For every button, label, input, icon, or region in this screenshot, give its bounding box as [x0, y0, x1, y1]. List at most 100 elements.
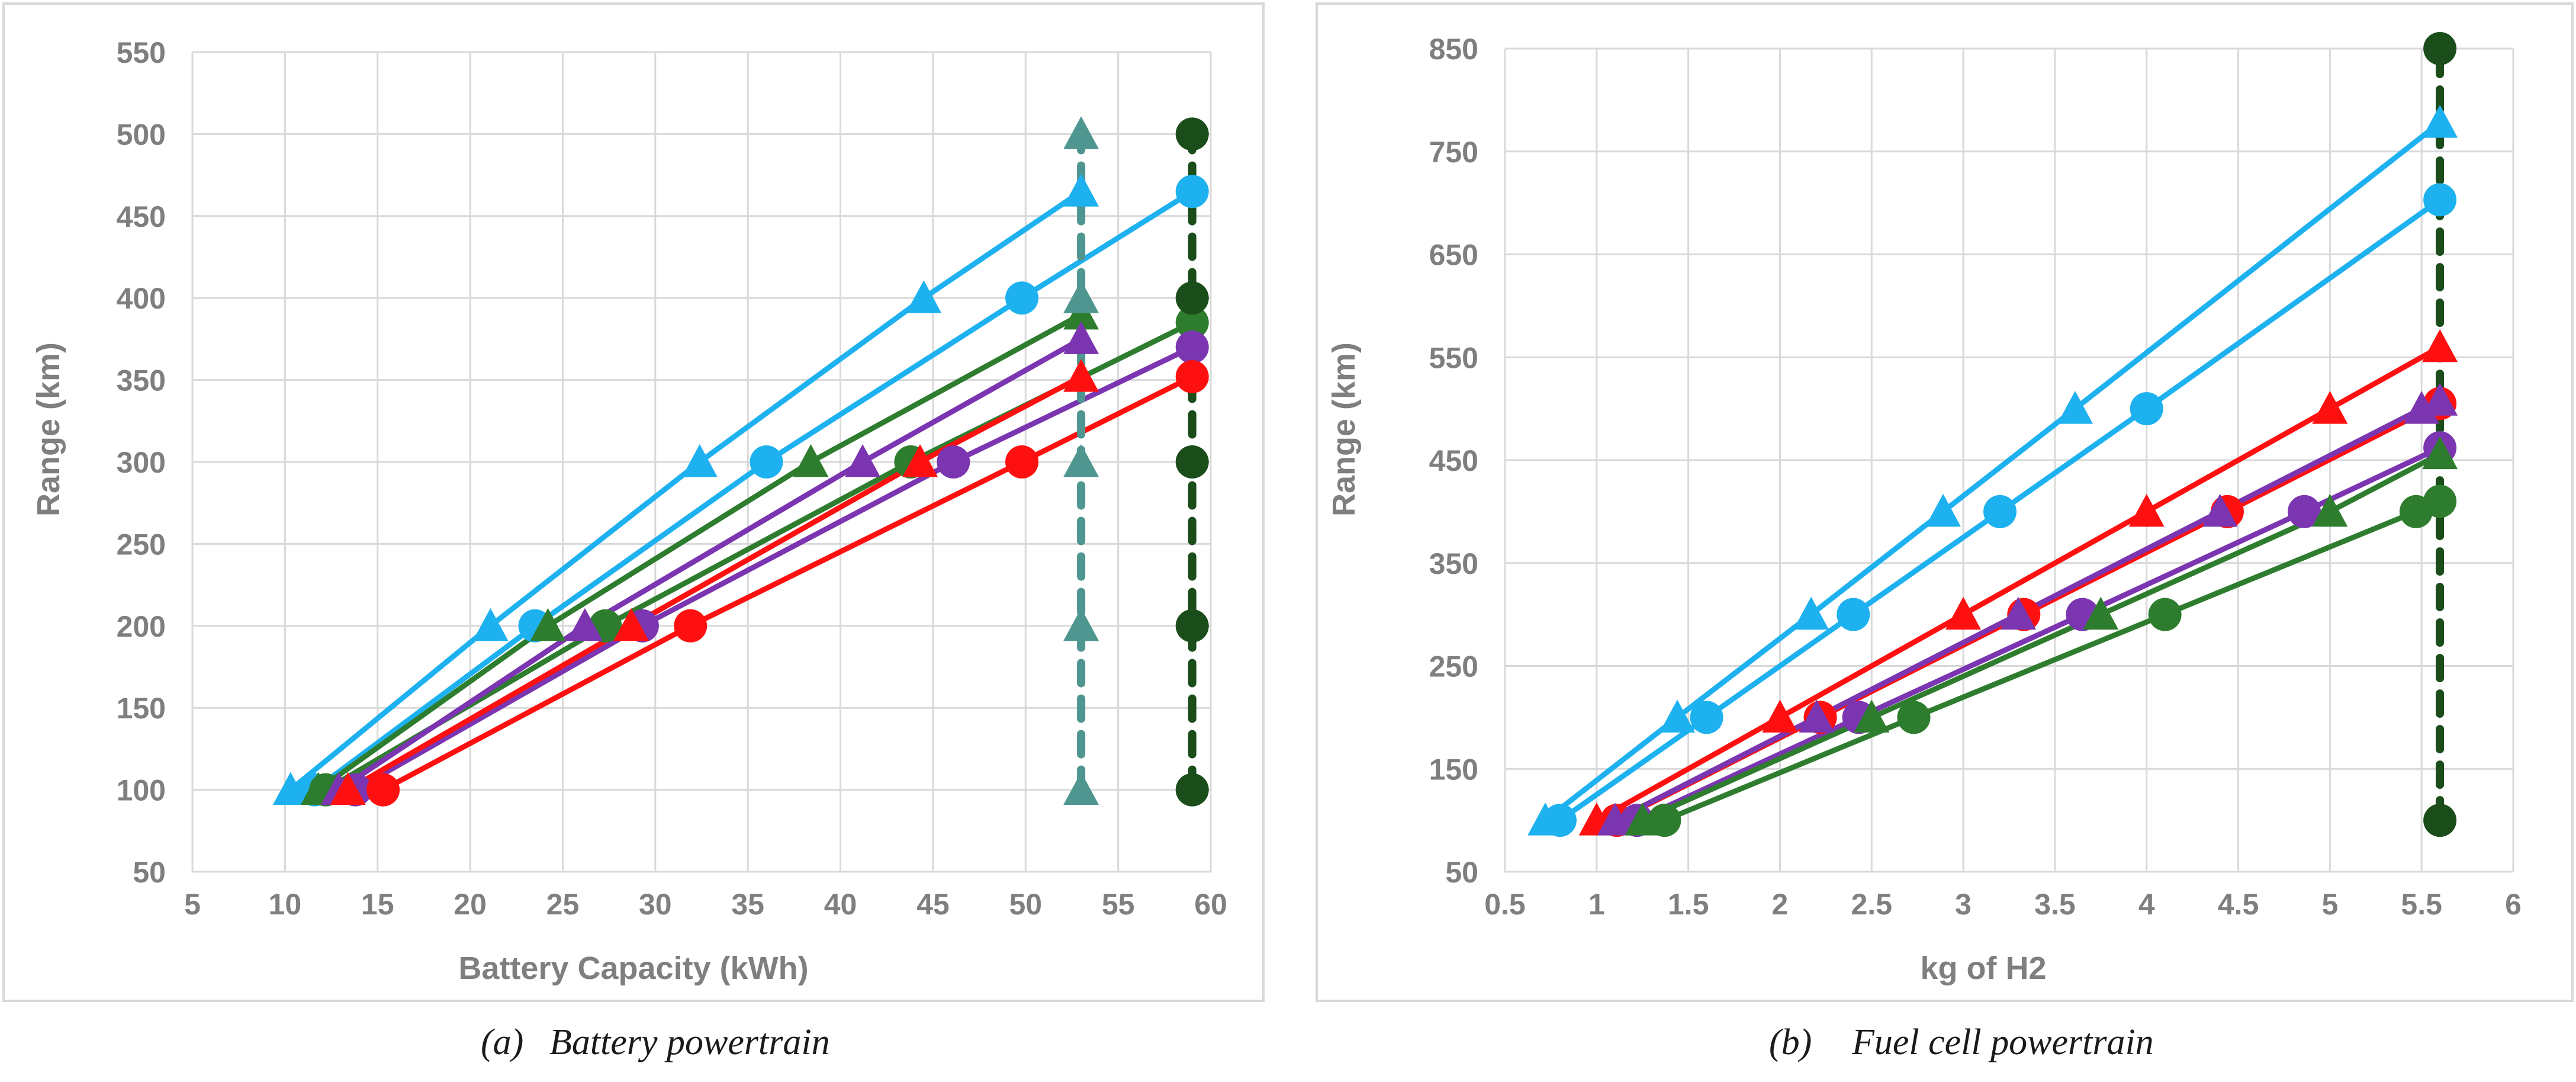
series-line-blue-triangle: [1542, 120, 2443, 823]
data-point-circle: [1005, 445, 1039, 479]
x-tick-label: 35: [731, 888, 764, 921]
y-tick-label: 650: [1429, 239, 1478, 272]
x-tick-label: 30: [639, 888, 672, 921]
data-point-triangle: [1854, 699, 1890, 733]
y-tick-label: 550: [117, 36, 166, 69]
data-point-triangle: [1925, 493, 1961, 527]
series-line-purple-circle: [352, 344, 1195, 793]
y-tick-label: 150: [117, 692, 166, 725]
data-point-circle: [1175, 609, 1209, 643]
y-tick-label: 250: [117, 528, 166, 561]
x-tick-label: 5: [2321, 888, 2338, 921]
data-point-triangle: [2000, 596, 2036, 630]
data-point-circle: [2148, 598, 2182, 631]
x-tick-label: 4.5: [2218, 888, 2259, 921]
series-markers-fuelcell: [1527, 32, 2458, 837]
x-tick-label: 0.5: [1484, 888, 1526, 921]
y-tick-label: 300: [117, 446, 166, 479]
data-point-circle: [1175, 117, 1209, 151]
data-point-triangle: [2422, 383, 2458, 416]
data-point-circle: [1543, 804, 1577, 837]
data-point-circle: [366, 773, 400, 807]
data-point-triangle: [1063, 359, 1099, 392]
data-point-triangle: [2404, 391, 2440, 424]
x-tick-label: 4: [2138, 888, 2155, 921]
y-tick-label: 450: [1429, 444, 1478, 477]
data-point-triangle: [567, 608, 603, 641]
data-point-triangle: [613, 608, 649, 641]
data-point-circle: [750, 445, 783, 479]
data-point-triangle: [1063, 174, 1099, 207]
data-point-triangle: [2128, 493, 2165, 527]
data-point-triangle: [845, 444, 881, 477]
x-tick-label: 25: [546, 888, 580, 921]
data-point-circle: [1837, 598, 1870, 631]
x-tick-label: 1.5: [1668, 888, 1709, 921]
x-tick-label: 60: [1194, 888, 1227, 921]
data-point-triangle: [1063, 321, 1099, 354]
data-point-circle: [2288, 495, 2321, 528]
data-point-triangle: [2422, 105, 2458, 138]
y-axis-title-fuelcell: Range (km): [1326, 342, 1362, 516]
caption-title-battery: Battery powertrain: [549, 1022, 830, 1062]
y-tick-label: 100: [117, 774, 166, 807]
data-point-triangle: [2312, 493, 2348, 527]
data-point-triangle: [2422, 329, 2458, 362]
y-tick-label: 500: [117, 118, 166, 151]
y-tick-label: 50: [1445, 856, 1478, 889]
x-tick-label: 3.5: [2034, 888, 2076, 921]
chart-panel-fuelcell: 0.5 1 1.5 2 2.5 3 3.5 4 4.5 5 5.5 65015025035045055…: [1316, 2, 2574, 1002]
chart-frame-battery: [2, 2, 1265, 1002]
data-point-circle: [1175, 330, 1209, 364]
data-point-triangle: [1063, 444, 1099, 477]
caption-label-fuelcell: (b): [1769, 1022, 1812, 1062]
data-point-circle: [2423, 484, 2457, 518]
y-tick-label: 850: [1429, 33, 1478, 66]
data-point-circle: [937, 445, 970, 479]
data-point-circle: [1175, 306, 1209, 339]
x-tick-label: 20: [454, 888, 487, 921]
data-point-triangle: [1793, 596, 1829, 630]
y-tick-label: 200: [117, 610, 166, 643]
x-tick-label: 55: [1102, 888, 1135, 921]
data-point-triangle: [1063, 772, 1099, 805]
data-point-circle: [1897, 701, 1931, 734]
x-tick-label: 40: [824, 888, 857, 921]
y-axis-title-battery: Range (km): [31, 342, 66, 516]
x-tick-label: 5: [184, 888, 201, 921]
data-point-circle: [1175, 773, 1209, 807]
y-tick-label: 350: [1429, 547, 1478, 580]
data-point-triangle: [2202, 493, 2238, 527]
data-point-triangle: [793, 444, 829, 477]
data-point-triangle: [1799, 699, 1835, 733]
data-point-triangle: [906, 280, 942, 313]
data-point-triangle: [1660, 699, 1696, 733]
data-point-triangle: [1063, 608, 1099, 641]
series-line-green-triangle: [316, 312, 1084, 793]
data-point-circle: [1648, 804, 1681, 837]
data-point-circle: [1175, 445, 1209, 479]
series-markers-battery: [272, 116, 1209, 807]
data-point-triangle: [2312, 391, 2348, 424]
data-point-triangle: [1945, 596, 1982, 630]
y-tick-label: 400: [117, 282, 166, 315]
y-tick-label: 150: [1429, 753, 1478, 786]
chart-panel-battery: 5 10 15 20 25 30 35 40 45 50 55 60 50 100 150 200 250 300…: [2, 2, 1265, 1002]
series-line-blue-circle: [1557, 197, 2443, 823]
data-point-triangle: [1063, 280, 1099, 313]
data-point-triangle: [2083, 596, 2119, 630]
series-line-red-triangle: [345, 374, 1084, 793]
data-point-circle: [2423, 32, 2457, 65]
data-point-triangle: [1762, 699, 1798, 733]
data-point-triangle: [330, 772, 366, 805]
x-tick-label: 2: [1772, 888, 1789, 921]
tick-labels-fuelcell: 0.5 1 1.5 2 2.5 3 3.5 4 4.5 5 5.5 65015025035045055…: [1429, 33, 2522, 921]
x-axis-title-battery: Battery Capacity (kWh): [458, 951, 808, 986]
data-point-triangle: [2422, 436, 2458, 470]
y-tick-label: 50: [133, 856, 166, 889]
x-tick-label: 6: [2505, 888, 2522, 921]
x-tick-label: 3: [1955, 888, 1972, 921]
data-point-triangle: [902, 444, 938, 477]
x-tick-label: 10: [269, 888, 302, 921]
series-line-red-triangle: [1594, 344, 2443, 823]
